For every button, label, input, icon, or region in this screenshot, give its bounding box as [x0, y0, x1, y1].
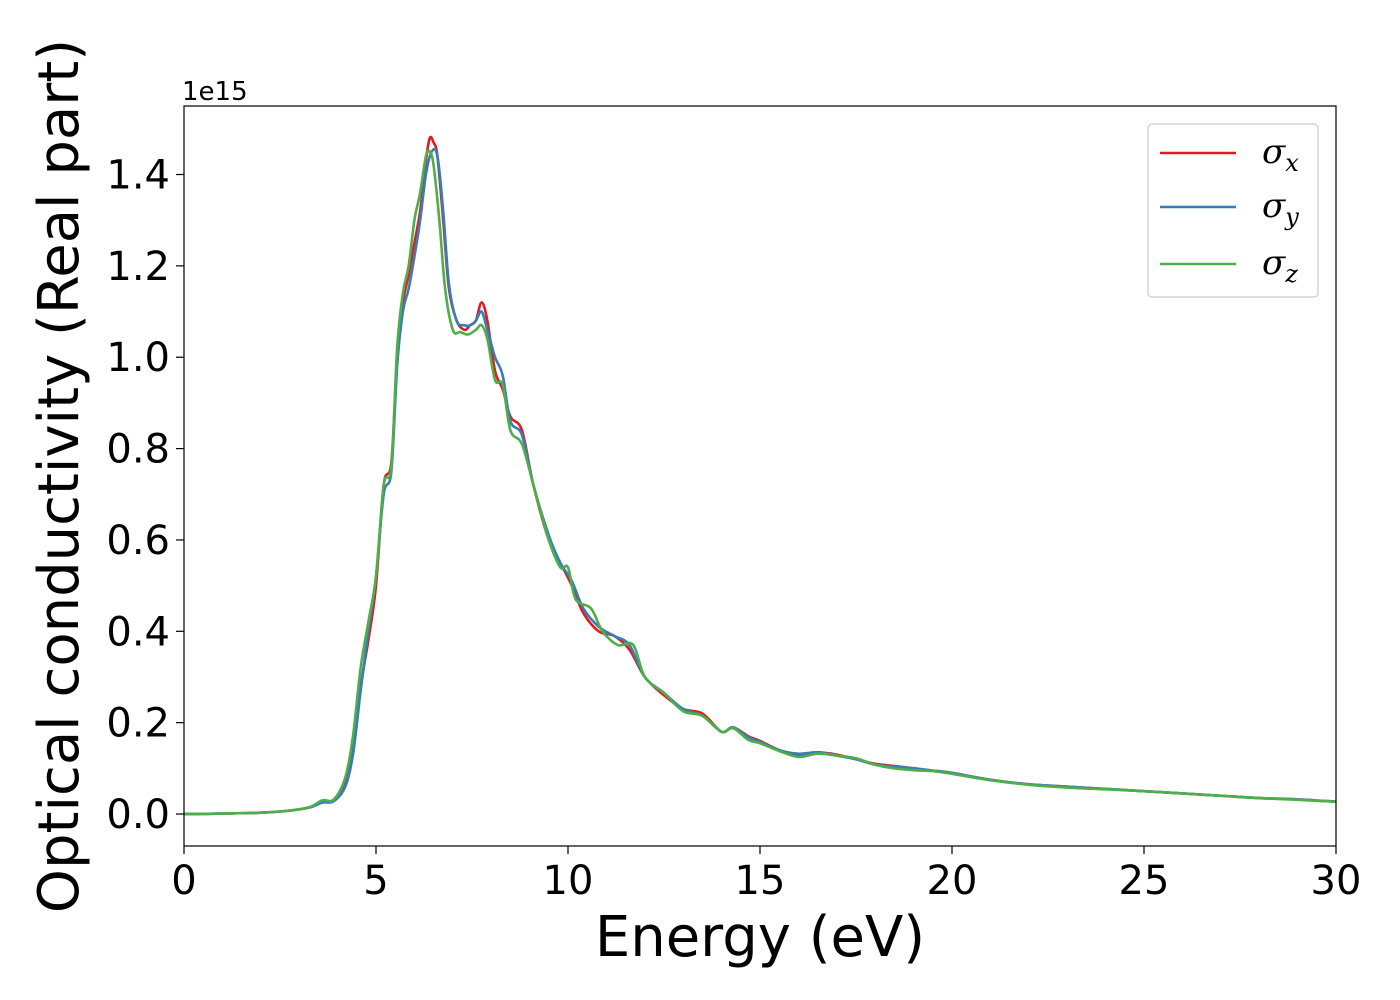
legend-label-sigma-y: σy [1262, 186, 1299, 231]
x-tick-label: 5 [363, 858, 388, 904]
y-tick-label: 1.4 [106, 153, 170, 199]
legend-box [1147, 123, 1319, 298]
y-tick-label: 0.6 [106, 518, 170, 564]
series-line-sigma-z [183, 149, 1337, 816]
y-axis-label: Optical conductivity (Real part) [27, 39, 92, 913]
x-tick-label: 0 [171, 858, 196, 904]
x-tick-label: 20 [927, 858, 978, 904]
x-tick-label: 25 [1119, 858, 1170, 904]
x-tick-label: 15 [735, 858, 786, 904]
y-tick-label: 0.8 [106, 427, 170, 473]
y-tick-label: 1.0 [106, 335, 170, 381]
x-axis-ticks: 0 5 10 15 20 25 30 [171, 846, 1361, 904]
x-tick-label: 30 [1311, 858, 1362, 904]
y-tick-label: 0.0 [106, 792, 170, 838]
x-axis-label: Energy (eV) [595, 905, 925, 970]
y-tick-label: 1.2 [106, 244, 170, 290]
plot-background [184, 106, 1336, 846]
series-layer [183, 135, 1337, 816]
y-offset-label: 1e15 [182, 77, 248, 107]
y-tick-label: 0.4 [106, 609, 170, 655]
y-axis-ticks: 0.0 0.2 0.4 0.6 0.8 1.0 1.2 1.4 [106, 153, 184, 838]
y-tick-label: 0.2 [106, 701, 170, 747]
x-tick-label: 10 [543, 858, 594, 904]
